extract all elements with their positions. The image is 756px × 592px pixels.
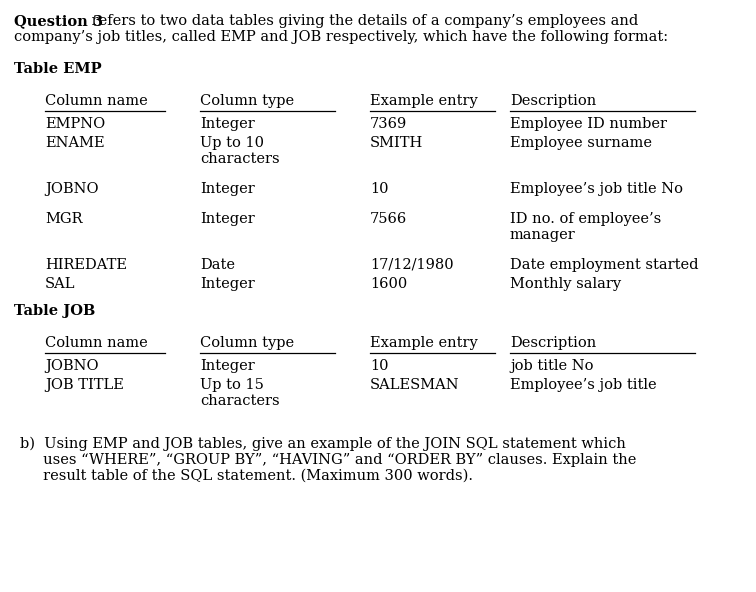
- Text: b)  Using EMP and JOB tables, give an example of the JOIN SQL statement which: b) Using EMP and JOB tables, give an exa…: [20, 437, 626, 451]
- Text: refers to two data tables giving the details of a company’s employees and: refers to two data tables giving the det…: [87, 14, 638, 28]
- Text: Integer: Integer: [200, 182, 255, 196]
- Text: 1600: 1600: [370, 277, 407, 291]
- Text: job title No: job title No: [510, 359, 593, 373]
- Text: Integer: Integer: [200, 277, 255, 291]
- Text: Employee ID number: Employee ID number: [510, 117, 667, 131]
- Text: Integer: Integer: [200, 359, 255, 373]
- Text: Integer: Integer: [200, 117, 255, 131]
- Text: Example entry: Example entry: [370, 336, 478, 350]
- Text: Date employment started: Date employment started: [510, 258, 699, 272]
- Text: SALESMAN: SALESMAN: [370, 378, 460, 392]
- Text: ID no. of employee’s: ID no. of employee’s: [510, 212, 662, 226]
- Text: Table EMP: Table EMP: [14, 62, 101, 76]
- Text: Question 3: Question 3: [14, 14, 103, 28]
- Text: JOBNO: JOBNO: [45, 182, 98, 196]
- Text: Up to 15: Up to 15: [200, 378, 264, 392]
- Text: 17/12/1980: 17/12/1980: [370, 258, 454, 272]
- Text: JOB TITLE: JOB TITLE: [45, 378, 124, 392]
- Text: uses “WHERE”, “GROUP BY”, “HAVING” and “ORDER BY” clauses. Explain the: uses “WHERE”, “GROUP BY”, “HAVING” and “…: [20, 453, 637, 467]
- Text: ENAME: ENAME: [45, 136, 104, 150]
- Text: Integer: Integer: [200, 212, 255, 226]
- Text: JOBNO: JOBNO: [45, 359, 98, 373]
- Text: characters: characters: [200, 394, 280, 408]
- Text: manager: manager: [510, 228, 576, 242]
- Text: Description: Description: [510, 336, 596, 350]
- Text: 10: 10: [370, 359, 389, 373]
- Text: MGR: MGR: [45, 212, 82, 226]
- Text: Date: Date: [200, 258, 235, 272]
- Text: Employee surname: Employee surname: [510, 136, 652, 150]
- Text: SMITH: SMITH: [370, 136, 423, 150]
- Text: company’s job titles, called EMP and JOB respectively, which have the following : company’s job titles, called EMP and JOB…: [14, 30, 668, 44]
- Text: Employee’s job title No: Employee’s job title No: [510, 182, 683, 196]
- Text: Column type: Column type: [200, 94, 294, 108]
- Text: Table JOB: Table JOB: [14, 304, 95, 318]
- Text: Monthly salary: Monthly salary: [510, 277, 621, 291]
- Text: Example entry: Example entry: [370, 94, 478, 108]
- Text: Column name: Column name: [45, 94, 147, 108]
- Text: Column type: Column type: [200, 336, 294, 350]
- Text: 7566: 7566: [370, 212, 407, 226]
- Text: 7369: 7369: [370, 117, 407, 131]
- Text: Up to 10: Up to 10: [200, 136, 264, 150]
- Text: Description: Description: [510, 94, 596, 108]
- Text: Column name: Column name: [45, 336, 147, 350]
- Text: HIREDATE: HIREDATE: [45, 258, 127, 272]
- Text: result table of the SQL statement. (Maximum 300 words).: result table of the SQL statement. (Maxi…: [20, 469, 473, 483]
- Text: SAL: SAL: [45, 277, 76, 291]
- Text: EMPNO: EMPNO: [45, 117, 105, 131]
- Text: 10: 10: [370, 182, 389, 196]
- Text: characters: characters: [200, 152, 280, 166]
- Text: Employee’s job title: Employee’s job title: [510, 378, 657, 392]
